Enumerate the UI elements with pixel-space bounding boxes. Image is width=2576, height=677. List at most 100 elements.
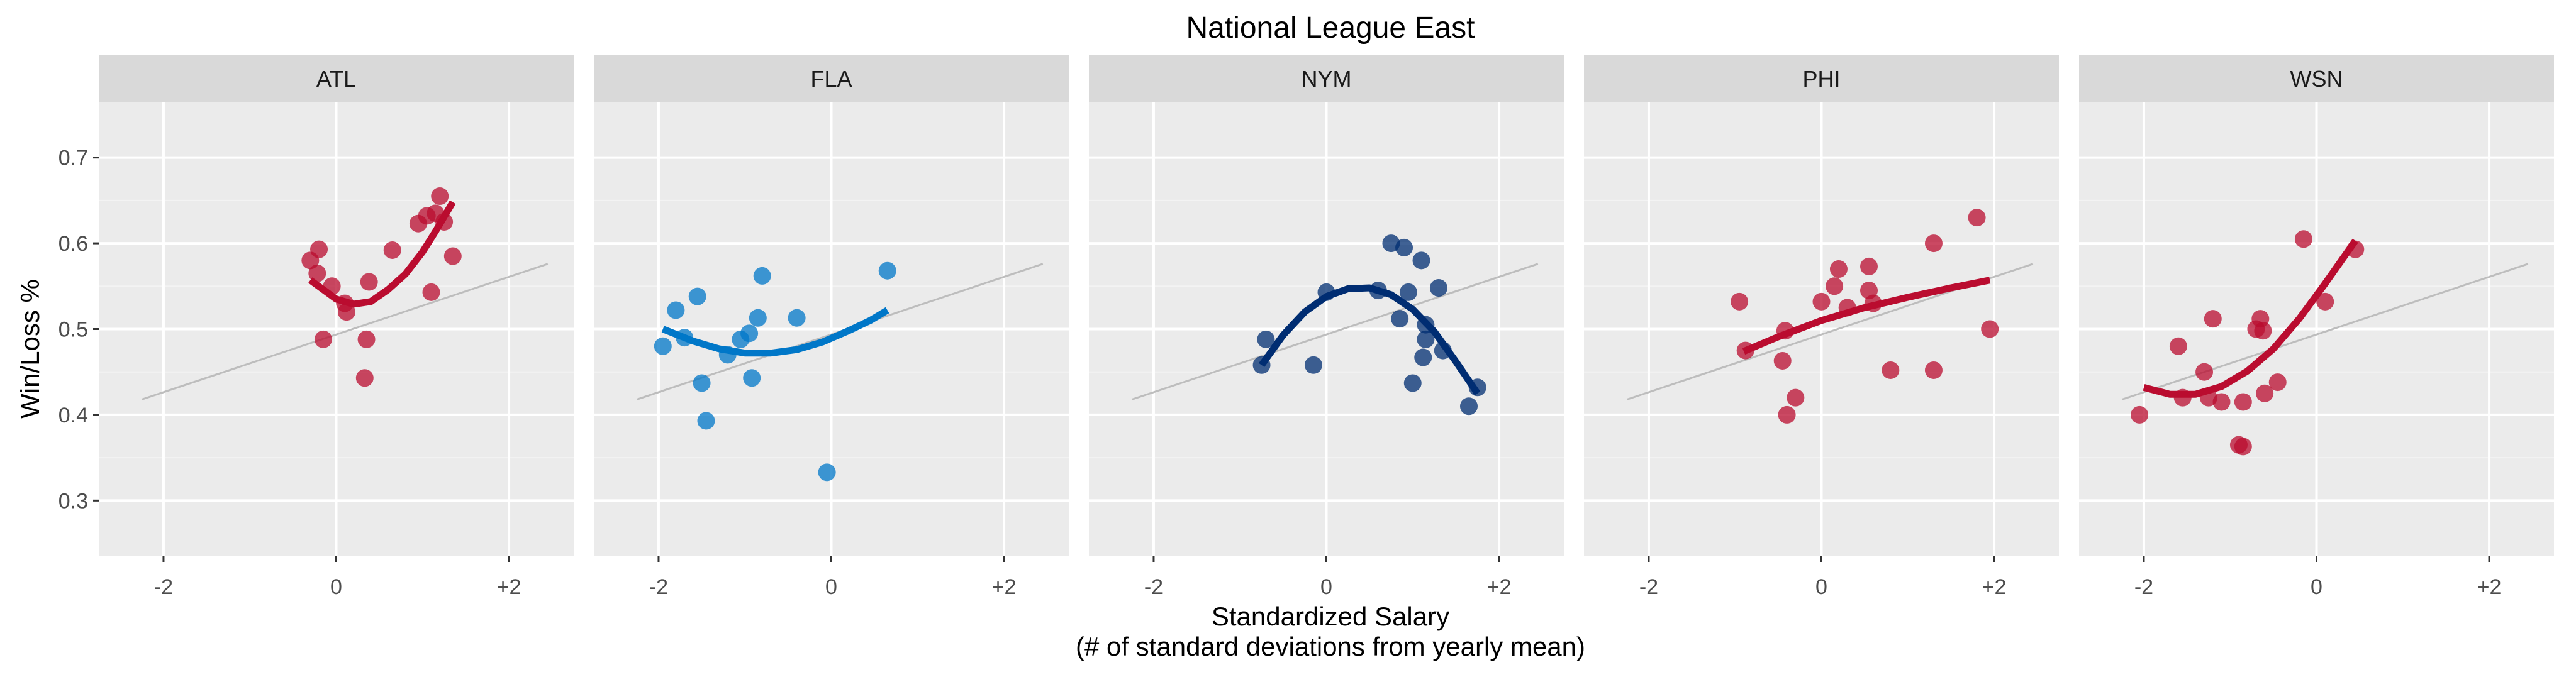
smooth-curve <box>1259 284 1481 395</box>
facet-strip-label: PHI <box>1802 66 1840 92</box>
facet-panel-atl: ATL -2 0 +2 <box>99 55 574 599</box>
data-point <box>1829 260 1848 278</box>
smooth-curve <box>2143 238 2358 398</box>
facet-strip <box>1089 55 1564 102</box>
data-point <box>1460 397 1478 416</box>
data-point <box>383 241 401 259</box>
data-point <box>693 374 711 392</box>
facet-strip-label: NYM <box>1302 66 1352 92</box>
data-point <box>1399 283 1417 301</box>
data-point <box>2234 438 2252 456</box>
data-point <box>1924 234 1943 253</box>
data-point <box>1860 257 1878 275</box>
smooth-curve <box>1742 277 1991 355</box>
x-tick-label: -2 <box>1144 575 1163 599</box>
data-point <box>1414 348 1432 366</box>
data-point <box>740 324 759 343</box>
facet-panel-nym: NYM -2 0 +2 <box>1089 55 1564 599</box>
x-axis-title: Standardized Salary <box>1212 602 1449 631</box>
data-point <box>878 261 896 280</box>
facet-panels: ATL -2 0 +2 FLA -2 0 +2 NYM -2 0 +2 PHI -2 0 +2 WSN -2 0 +2 <box>99 55 2554 599</box>
x-tick-label: 0 <box>1815 575 1827 599</box>
data-point <box>2131 405 2149 424</box>
y-axis-title: Win/Loss % <box>15 279 45 419</box>
y-tick-label: 0.5 <box>59 318 88 342</box>
data-point <box>1773 351 1792 370</box>
y-tick-label: 0.3 <box>59 489 88 513</box>
data-point <box>749 309 767 327</box>
data-point <box>1882 361 1900 379</box>
data-point <box>355 369 374 387</box>
facet-panel-phi: PHI -2 0 +2 <box>1584 55 2059 599</box>
data-point <box>2294 230 2312 248</box>
data-point <box>753 267 771 285</box>
data-point <box>2234 393 2252 411</box>
data-point <box>1778 405 1796 424</box>
data-point <box>1826 277 1844 295</box>
data-point <box>2256 384 2274 402</box>
data-point <box>818 463 836 482</box>
data-point <box>1968 209 1986 227</box>
data-point <box>314 330 332 348</box>
data-point <box>654 337 672 355</box>
facet-strip-label: WSN <box>2290 66 2343 92</box>
data-point <box>310 240 328 258</box>
data-point <box>2169 337 2187 355</box>
data-point <box>788 309 806 327</box>
data-point <box>2195 363 2214 381</box>
reference-line <box>2122 263 2529 400</box>
data-point <box>1787 388 1805 407</box>
reference-line <box>142 263 549 400</box>
data-point <box>1981 320 1999 338</box>
data-point <box>1412 251 1430 270</box>
y-axis: 0.3 0.4 0.5 0.6 0.7 <box>59 146 99 513</box>
x-tick-label: -2 <box>1639 575 1658 599</box>
data-point <box>697 412 715 430</box>
y-tick-label: 0.4 <box>59 404 88 427</box>
data-point <box>443 247 462 265</box>
data-point <box>337 303 355 321</box>
data-point <box>2212 393 2231 411</box>
facet-panel-fla: FLA -2 0 +2 <box>594 55 1069 599</box>
x-tick-label: +2 <box>992 575 1017 599</box>
facet-strip <box>99 55 574 102</box>
x-tick-label: +2 <box>497 575 521 599</box>
data-point <box>360 273 378 291</box>
facet-strip <box>594 55 1069 102</box>
reference-line <box>1132 263 1539 400</box>
data-point <box>1395 238 1413 256</box>
x-tick-label: 0 <box>2311 575 2322 599</box>
data-point <box>1417 330 1435 348</box>
x-axis-subtitle: (# of standard deviations from yearly me… <box>1076 632 1585 661</box>
y-tick-label: 0.7 <box>59 146 88 170</box>
x-tick-label: 0 <box>1320 575 1332 599</box>
y-tick-label: 0.6 <box>59 232 88 256</box>
data-point <box>1257 330 1275 348</box>
data-point <box>1429 279 1447 297</box>
data-point <box>2316 292 2334 311</box>
data-point <box>1924 361 1943 379</box>
x-tick-label: 0 <box>330 575 342 599</box>
x-tick-label: -2 <box>649 575 668 599</box>
data-point <box>1812 292 1831 311</box>
data-point <box>667 301 685 319</box>
facet-panel-wsn: WSN -2 0 +2 <box>2079 55 2554 599</box>
data-point <box>743 369 761 387</box>
chart-title: National League East <box>1186 11 1475 45</box>
data-point <box>2204 310 2222 328</box>
x-tick-label: +2 <box>2477 575 2502 599</box>
x-tick-label: +2 <box>1982 575 2007 599</box>
x-tick-label: -2 <box>2134 575 2153 599</box>
data-point <box>1391 310 1409 328</box>
x-tick-label: -2 <box>154 575 173 599</box>
data-point <box>1731 292 1749 311</box>
facet-strip <box>1584 55 2059 102</box>
facet-strip-label: FLA <box>810 66 852 92</box>
x-tick-label: +2 <box>1487 575 1512 599</box>
smooth-curve <box>661 307 889 357</box>
facet-strip-label: ATL <box>316 66 356 92</box>
facet-strip <box>2079 55 2554 102</box>
data-point <box>688 287 706 305</box>
smooth-curve <box>308 200 456 308</box>
